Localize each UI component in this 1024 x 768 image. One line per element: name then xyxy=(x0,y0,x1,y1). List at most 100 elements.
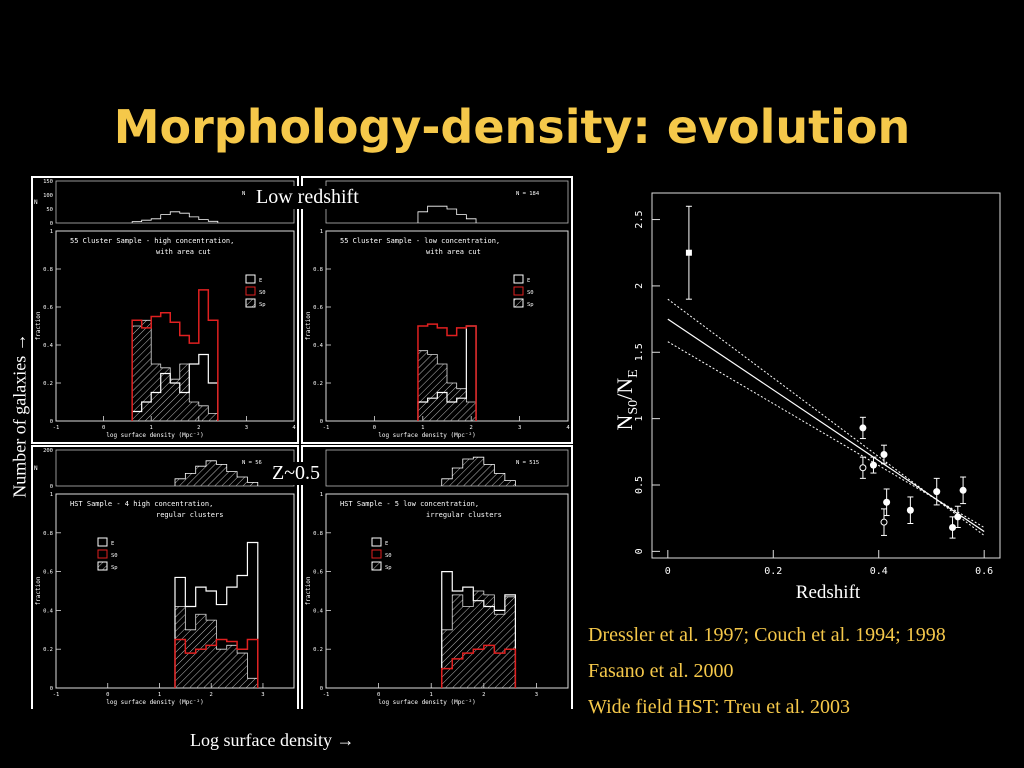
series-e xyxy=(441,571,516,688)
panel-frame xyxy=(301,445,573,709)
x-tick-label: -1 xyxy=(323,425,330,431)
x-axis-label: log surface density (Mpc⁻²) xyxy=(378,432,476,439)
legend-label-s0: S0 xyxy=(527,290,534,296)
y-tick-label: 0 xyxy=(50,419,53,425)
y-axis-label: fraction xyxy=(35,311,42,340)
x-axis-label: Log surface density → xyxy=(190,730,355,750)
y-tick-label: 2.5 xyxy=(634,211,645,229)
legend-label-sp: Sp xyxy=(527,302,534,308)
x-tick-label: 3 xyxy=(245,425,248,431)
y-tick-label: 0.2 xyxy=(43,381,53,387)
y-axis-label: Number of galaxies → xyxy=(9,333,30,498)
ntot-label: N = 184 xyxy=(516,191,540,197)
legend-swatch xyxy=(513,286,524,296)
y-tick-label: 0 xyxy=(320,419,323,425)
x-tick-label: 4 xyxy=(292,425,296,431)
reference-1: Dressler et al. 1997; Couch et al. 1994;… xyxy=(588,624,946,646)
y-axis-label-n: N xyxy=(612,415,637,431)
data-point-open xyxy=(859,464,867,472)
y-tick-label: 0.4 xyxy=(43,343,54,349)
y-tick-label: 0.2 xyxy=(313,381,323,387)
legend-label-e: E xyxy=(111,541,114,547)
y-tick-label: 1 xyxy=(50,492,53,498)
data-point xyxy=(954,513,962,521)
panel-subtitle: with area cut xyxy=(426,248,481,256)
legend-swatch xyxy=(513,298,524,308)
y-tick-label: 0.6 xyxy=(43,570,53,576)
low-redshift-label: Low redshift xyxy=(254,186,361,209)
data-point-open xyxy=(880,518,888,526)
x-axis-label: log surface density (Mpc⁻²) xyxy=(106,699,204,706)
legend-label-s0: S0 xyxy=(385,553,392,559)
legend-label-sp: Sp xyxy=(259,302,266,308)
y-tick-label: 0.8 xyxy=(43,267,53,273)
x-tick-label: 0.4 xyxy=(870,566,888,577)
legend-swatch xyxy=(245,274,256,284)
legend-swatch xyxy=(371,537,382,547)
top-y-tick-label: 200 xyxy=(43,448,53,454)
x-tick-label: 2 xyxy=(482,692,485,698)
data-point-square xyxy=(685,249,692,256)
data-point xyxy=(933,488,941,496)
y-tick-label: 1 xyxy=(320,229,323,235)
x-tick-label: 0.2 xyxy=(764,566,782,577)
legend-label-sp: Sp xyxy=(385,565,392,571)
y-axis-label-sub2: E xyxy=(626,369,641,378)
y-tick-label: 0.4 xyxy=(43,608,54,614)
legend-label-e: E xyxy=(385,541,388,547)
series-e xyxy=(174,541,259,688)
x-tick-label: 0.6 xyxy=(975,566,993,577)
y-tick-label: 0 xyxy=(320,686,323,692)
panel-title: HST Sample - 4 high concentration, xyxy=(70,500,213,508)
series-sp xyxy=(417,350,477,421)
series-s0 xyxy=(417,323,477,421)
y-tick-label: 0.6 xyxy=(313,305,323,311)
legend-label-sp: Sp xyxy=(111,565,118,571)
legend-swatch xyxy=(97,561,108,571)
y-axis-label: NS0/NE xyxy=(612,369,641,430)
data-point xyxy=(906,506,914,514)
data-point xyxy=(859,424,867,432)
top-y-axis-label: N xyxy=(34,199,38,206)
legend-swatch xyxy=(513,274,524,284)
top-plot-frame xyxy=(325,180,569,224)
top-y-tick-label: 100 xyxy=(43,193,53,199)
data-point xyxy=(949,523,957,531)
top-y-tick-label: 150 xyxy=(43,179,53,185)
y-tick-label: 0.8 xyxy=(313,531,323,537)
y-tick-label: 2 xyxy=(634,283,645,289)
panel-subtitle: with area cut xyxy=(156,248,211,256)
panel-title: HST Sample - 5 low concentration, xyxy=(340,500,479,508)
x-tick-label: -1 xyxy=(53,425,60,431)
legend-swatch xyxy=(97,537,108,547)
legend-label-s0: S0 xyxy=(111,553,118,559)
plot-frame xyxy=(651,192,1001,559)
series-s0 xyxy=(174,638,259,688)
y-tick-label: 0.2 xyxy=(43,647,53,653)
x-tick-label: 0 xyxy=(377,692,380,698)
ntot-label: N = 56 xyxy=(242,460,262,466)
legend-swatch xyxy=(97,549,108,559)
x-tick-label: 1 xyxy=(150,425,153,431)
x-tick-label: 2 xyxy=(470,425,473,431)
y-tick-label: 1.5 xyxy=(634,343,645,361)
top-y-tick-label: 50 xyxy=(46,207,53,213)
y-tick-label: 0.4 xyxy=(313,608,324,614)
ntot-label: N = 515 xyxy=(516,460,539,466)
y-tick-label: 1 xyxy=(320,492,323,498)
series-s0 xyxy=(440,644,517,688)
panel-frame xyxy=(31,445,299,709)
y-tick-label: 0.8 xyxy=(313,267,323,273)
counts-histogram xyxy=(417,205,477,223)
x-tick-label: 1 xyxy=(158,692,161,698)
reference-2: Fasano et al. 2000 xyxy=(588,660,734,682)
y-tick-label: 0 xyxy=(634,548,645,554)
series-sp xyxy=(174,606,259,688)
legend-swatch xyxy=(371,561,382,571)
series-s0 xyxy=(131,289,219,421)
y-axis-label: fraction xyxy=(305,576,312,605)
series-e xyxy=(417,325,477,421)
